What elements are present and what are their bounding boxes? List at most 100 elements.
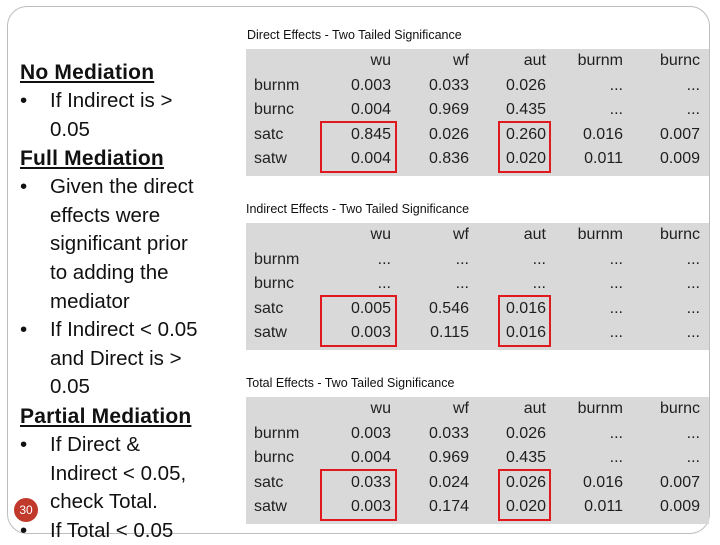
table-cell: 0.845: [350, 125, 391, 143]
table-cell: 0.033: [428, 424, 469, 442]
bullet-line: Indirect < 0.05,: [50, 461, 187, 485]
column-header: wu: [370, 226, 391, 243]
table-cell: ...: [532, 250, 546, 268]
bullet-line: If Indirect is >: [50, 89, 173, 112]
row-label: burnm: [254, 250, 300, 268]
table-cell: ...: [377, 275, 391, 293]
table-header-row: wu wf aut burnm burnc: [246, 223, 709, 247]
bullet-icon: •: [20, 518, 28, 542]
slide-frame: [7, 6, 710, 534]
table-cell: ...: [609, 275, 623, 293]
highlight-box-wu: [320, 294, 397, 347]
table-cell: ...: [532, 275, 546, 293]
table-cell: ...: [455, 275, 469, 293]
row-label: burnc: [254, 449, 295, 467]
table-cell: ...: [609, 424, 623, 442]
table-row: satw 0.003 0.174 0.020 0.011 0.009: [246, 495, 709, 519]
no-mediation-heading: No Mediation: [20, 61, 155, 84]
significance-table: wu wf aut burnm burnc burnm............... bur…: [246, 223, 709, 350]
bullet-line: significant prior: [50, 232, 188, 256]
table-cell: ...: [686, 324, 700, 342]
table-cell: ...: [609, 101, 623, 119]
bullet-item: • If Indirect < 0.05 and Direct is > 0.05: [20, 316, 225, 402]
column-header: burnm: [577, 400, 623, 417]
column-header: wu: [370, 400, 391, 417]
table-cell: ...: [609, 324, 623, 342]
highlight-box-aut: [498, 468, 551, 521]
full-mediation-heading: Full Mediation: [20, 147, 164, 171]
table-cell: 0.011: [584, 150, 623, 168]
row-label: satw: [254, 498, 287, 516]
table-cell: 0.969: [428, 101, 469, 119]
bullet-icon: •: [20, 89, 28, 112]
column-header: aut: [523, 52, 546, 69]
bullet-line: mediator: [50, 289, 130, 313]
table-cell: ...: [609, 449, 623, 467]
row-label: satw: [254, 324, 287, 342]
table-row: burnc 0.004 0.969 0.435......: [246, 446, 709, 470]
highlight-box-wu: [320, 468, 397, 521]
table-caption: Direct Effects - Two Tailed Significance: [247, 28, 462, 42]
column-header: wf: [453, 226, 469, 243]
table-cell: 0.026: [505, 76, 546, 94]
slide-number-badge: 30: [14, 498, 38, 522]
bullet-icon: •: [20, 318, 28, 342]
table-row: satc 0.005 0.546 0.016......: [246, 297, 709, 321]
bullet-item: • Given the direct effects were significant…: [20, 173, 225, 316]
bullet-line: If Total < 0.05: [50, 518, 174, 542]
bullet-item: • If Indirect is > 0.05: [20, 87, 225, 144]
table-cell: 0.546: [428, 299, 469, 317]
column-header: wf: [453, 400, 469, 417]
partial-mediation-heading: Partial Mediation: [20, 404, 192, 428]
column-header: burnm: [577, 226, 623, 243]
bullet-line: check Total.: [50, 490, 158, 514]
bullet-item: • If Direct & Indirect < 0.05, check Total.: [20, 431, 225, 517]
row-label: satc: [254, 125, 284, 143]
table-cell: 0.435: [505, 101, 546, 119]
table-row: satc 0.033 0.024 0.026 0.016 0.007: [246, 471, 709, 495]
table-cell: ...: [686, 299, 700, 317]
table-cell: 0.174: [428, 498, 469, 516]
bullet-icon: •: [20, 432, 28, 456]
table-cell: ...: [686, 101, 700, 119]
column-header: burnc: [659, 52, 700, 69]
table-cell: 0.033: [428, 76, 469, 94]
table-cell: 0.020: [505, 498, 546, 516]
table-cell: 0.009: [659, 150, 700, 168]
table-row: satc 0.845 0.026 0.260 0.016 0.007: [246, 123, 709, 147]
highlight-box-aut: [498, 120, 551, 173]
table-row: burnc...............: [246, 272, 709, 296]
table-cell: ...: [686, 250, 700, 268]
table-cell: 0.260: [505, 125, 546, 143]
bullet-line: Given the direct: [50, 175, 194, 199]
table-header-row: wu wf aut burnm burnc: [246, 397, 709, 421]
table-row: burnm 0.003 0.033 0.026......: [246, 74, 709, 98]
table-row: burnm 0.003 0.033 0.026......: [246, 422, 709, 446]
table-cell: 0.004: [350, 150, 391, 168]
table-cell: ...: [455, 250, 469, 268]
column-header: burnc: [659, 226, 700, 243]
table-cell: ...: [686, 449, 700, 467]
table-cell: 0.115: [430, 324, 469, 342]
table-header-row: wu wf aut burnm burnc: [246, 49, 709, 73]
significance-table: wu wf aut burnm burnc burnm 0.003 0.033 0.026...…: [246, 49, 709, 176]
column-header: wu: [370, 52, 391, 69]
table-cell: 0.435: [505, 449, 546, 467]
column-header: aut: [523, 400, 546, 417]
table-cell: 0.009: [659, 498, 700, 516]
table-cell: 0.016: [505, 324, 546, 342]
bullet-line: 0.05: [50, 375, 90, 399]
row-label: burnm: [254, 424, 300, 442]
table-cell: 0.033: [350, 473, 391, 491]
table-cell: ...: [609, 250, 623, 268]
row-label: satc: [254, 299, 284, 317]
table-cell: ...: [686, 76, 700, 94]
table-cell: 0.016: [505, 299, 546, 317]
row-label: burnc: [254, 275, 295, 293]
column-header: burnm: [577, 52, 623, 69]
table-cell: 0.004: [350, 449, 391, 467]
bullet-line: and Direct is >: [50, 346, 182, 370]
mediation-criteria-text: No Mediation • If Indirect is > 0.05 Full Me…: [20, 58, 225, 545]
bullet-line: If Direct &: [50, 432, 140, 456]
table-cell: 0.836: [428, 150, 469, 168]
